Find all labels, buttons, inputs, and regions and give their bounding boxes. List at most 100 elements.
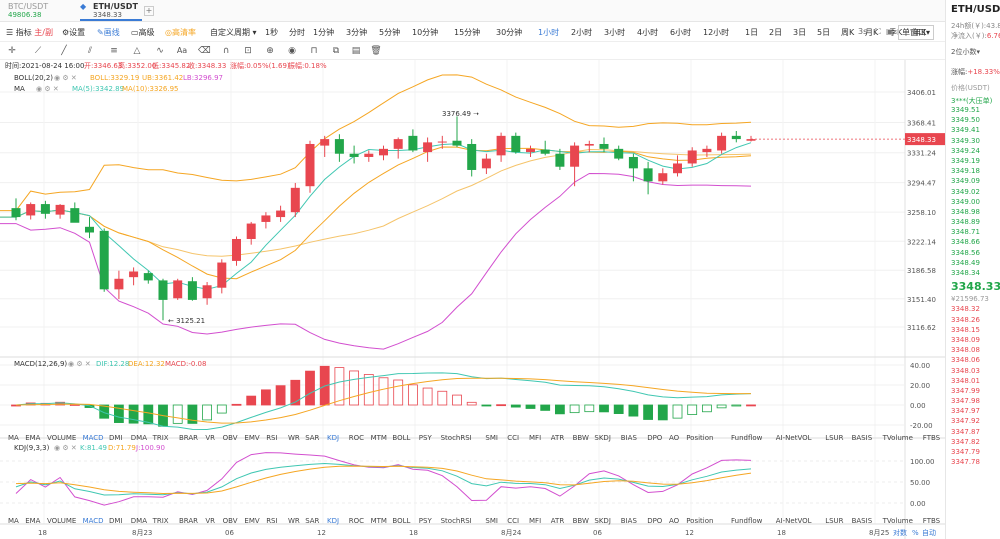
period-14[interactable]: 1日 xyxy=(745,28,759,37)
indicator-tab-smi[interactable]: SMI xyxy=(485,517,498,525)
period-13[interactable]: 12小时 xyxy=(703,28,730,37)
ask-row[interactable]: 3348.89 xyxy=(951,218,980,227)
indicator-tab-cci[interactable]: CCI xyxy=(507,517,519,525)
measure-icon[interactable]: ⊡ xyxy=(244,46,252,56)
bid-row[interactable]: 3348.15 xyxy=(951,325,980,334)
period-6[interactable]: 15分钟 xyxy=(454,28,481,37)
indicator-tab-bbw[interactable]: BBW xyxy=(573,517,589,525)
indicator-tab-fundflow[interactable]: Fundflow xyxy=(731,434,763,442)
ask-row[interactable]: 3348.66 xyxy=(951,238,980,247)
ask-row[interactable]: 3349.51 xyxy=(951,106,980,114)
indicator-tab-wr[interactable]: WR xyxy=(288,517,300,525)
indicator-tab-wr[interactable]: WR xyxy=(288,434,300,442)
indicator-tab-roc[interactable]: ROC xyxy=(349,517,364,525)
period-1[interactable]: 分时 xyxy=(289,28,305,37)
ask-row[interactable]: 3349.50 xyxy=(951,116,980,125)
indicator-tab-macd[interactable]: MACD xyxy=(83,434,104,442)
indicator-tab-psy[interactable]: PSY xyxy=(419,517,433,525)
indicator-tab-mfi[interactable]: MFI xyxy=(529,517,541,525)
fullscreen-icon[interactable]: ⛶ xyxy=(875,27,881,36)
settings-icon[interactable]: ◉ ⚙ ✕ xyxy=(36,85,59,93)
percent-scale-toggle[interactable]: % xyxy=(912,529,919,537)
indicator-tab-trix[interactable]: TRIX xyxy=(152,434,169,442)
bid-row[interactable]: 3347.82 xyxy=(951,437,980,446)
ask-row[interactable]: 3349.24 xyxy=(951,146,980,155)
ask-row[interactable]: 3348.71 xyxy=(951,228,980,237)
indicator-tab-ema[interactable]: EMA xyxy=(25,434,40,442)
indicator-tab-atr[interactable]: ATR xyxy=(551,434,565,442)
bid-row[interactable]: 3347.98 xyxy=(951,397,980,406)
bid-row[interactable]: 3348.09 xyxy=(951,335,980,344)
indicator-tab-stochrsi[interactable]: StochRSI xyxy=(441,434,472,442)
indicator-tab-ftbs[interactable]: FTBS xyxy=(923,434,941,442)
auto-scale-toggle[interactable]: 自动 xyxy=(922,528,936,537)
indicator-tab-ftbs[interactable]: FTBS xyxy=(923,517,941,525)
decimal-select[interactable]: 2位小数▾ xyxy=(951,48,980,56)
bid-row[interactable]: 3348.03 xyxy=(951,366,980,375)
period-7[interactable]: 30分钟 xyxy=(496,28,523,37)
period-9[interactable]: 2小时 xyxy=(571,28,593,37)
period-12[interactable]: 6小时 xyxy=(670,28,692,37)
layers-icon[interactable]: ▤ xyxy=(351,46,361,56)
indicator-tab-bias[interactable]: BIAS xyxy=(621,517,638,525)
indicator-tab-kdj[interactable]: KDJ xyxy=(327,517,339,525)
indicator-tab-mfi[interactable]: MFI xyxy=(529,434,541,442)
ask-row[interactable]: 3349.09 xyxy=(951,177,980,186)
bid-row[interactable]: 3348.32 xyxy=(951,305,980,314)
bid-row[interactable]: 3347.97 xyxy=(951,407,980,416)
bid-row[interactable]: 3347.79 xyxy=(951,448,980,456)
ma-legend-name[interactable]: MA xyxy=(14,85,25,93)
magnet-icon[interactable]: ∩ xyxy=(222,46,230,56)
bid-row[interactable]: 3347.78 xyxy=(951,458,980,467)
indicator-tab-skdj[interactable]: SKDJ xyxy=(594,517,611,525)
period-17[interactable]: 5日 xyxy=(817,28,831,37)
refresh-interval[interactable]: 3s xyxy=(858,27,868,36)
indicator-tab-boll[interactable]: BOLL xyxy=(392,434,410,442)
ask-row[interactable]: 3349.18 xyxy=(951,167,980,176)
indicator-tab-dpo[interactable]: DPO xyxy=(647,434,663,442)
bid-row[interactable]: 3348.01 xyxy=(951,376,980,385)
period-21[interactable]: 年K xyxy=(913,28,927,37)
indicator-tab-volume[interactable]: VOLUME xyxy=(47,434,76,442)
macd-settings-icon[interactable]: ◉ ⚙ ✕ xyxy=(68,360,91,368)
indicator-tab-lsur[interactable]: LSUR xyxy=(825,517,843,525)
draw-button[interactable]: ✎画线 xyxy=(97,28,120,37)
period-10[interactable]: 3小时 xyxy=(604,28,626,37)
line-tool-icon[interactable]: ⟋ xyxy=(34,46,42,56)
indicator-tab-smi[interactable]: SMI xyxy=(485,434,498,442)
indicator-tab-skdj[interactable]: SKDJ xyxy=(594,434,611,442)
indicator-button[interactable]: ☰ 指标 主/副 xyxy=(6,28,53,37)
chart-area[interactable]: 40.00 20.00 0.00 -20.00 100.00 50.00 0.00 340… xyxy=(0,60,945,539)
indicator-tab-sar[interactable]: SAR xyxy=(305,517,319,525)
indicator-tab-tvolume[interactable]: TVolume xyxy=(882,434,913,442)
ask-row[interactable]: 3348.34 xyxy=(951,269,980,277)
indicator-tab-dpo[interactable]: DPO xyxy=(647,517,663,525)
period-3[interactable]: 3分钟 xyxy=(346,28,368,37)
indicator-tab-kdj[interactable]: KDJ xyxy=(327,434,339,442)
indicator-tab-rsi[interactable]: RSI xyxy=(266,434,277,442)
indicator-tab-basis[interactable]: BASIS xyxy=(852,517,873,525)
indicator-tab-fundflow[interactable]: Fundflow xyxy=(731,517,763,525)
bid-row[interactable]: 3347.99 xyxy=(951,386,980,395)
period-0[interactable]: 1秒 xyxy=(265,28,279,37)
indicator-tab-cci[interactable]: CCI xyxy=(507,434,519,442)
period-5[interactable]: 10分钟 xyxy=(412,28,439,37)
indicator-tab-ai-netvol[interactable]: AI-NetVOL xyxy=(776,517,812,525)
indicator-tab-obv[interactable]: OBV xyxy=(223,434,238,442)
indicator-tab-ema[interactable]: EMA xyxy=(25,517,40,525)
period-11[interactable]: 4小时 xyxy=(637,28,659,37)
hires-button[interactable]: ◎高清率 xyxy=(165,28,196,37)
ask-row[interactable]: 3348.98 xyxy=(951,207,980,216)
period-19[interactable]: 月K xyxy=(865,28,879,37)
period-8[interactable]: 1小时 xyxy=(538,28,560,37)
ask-row[interactable]: 3348.56 xyxy=(951,248,980,257)
advanced-button[interactable]: ▭高级 xyxy=(131,28,155,37)
crosshair-icon[interactable]: ✛ xyxy=(8,46,16,56)
indicator-tab-vr[interactable]: VR xyxy=(205,434,215,442)
triangle-tool-icon[interactable]: △ xyxy=(133,46,141,56)
add-tab-button[interactable]: + xyxy=(144,6,154,16)
indicator-tab-dma[interactable]: DMA xyxy=(131,517,147,525)
trash-icon[interactable]: 🗑 xyxy=(370,46,382,56)
indicator-tab-bias[interactable]: BIAS xyxy=(621,434,638,442)
boll-legend-name[interactable]: BOLL(20,2) xyxy=(14,74,53,82)
